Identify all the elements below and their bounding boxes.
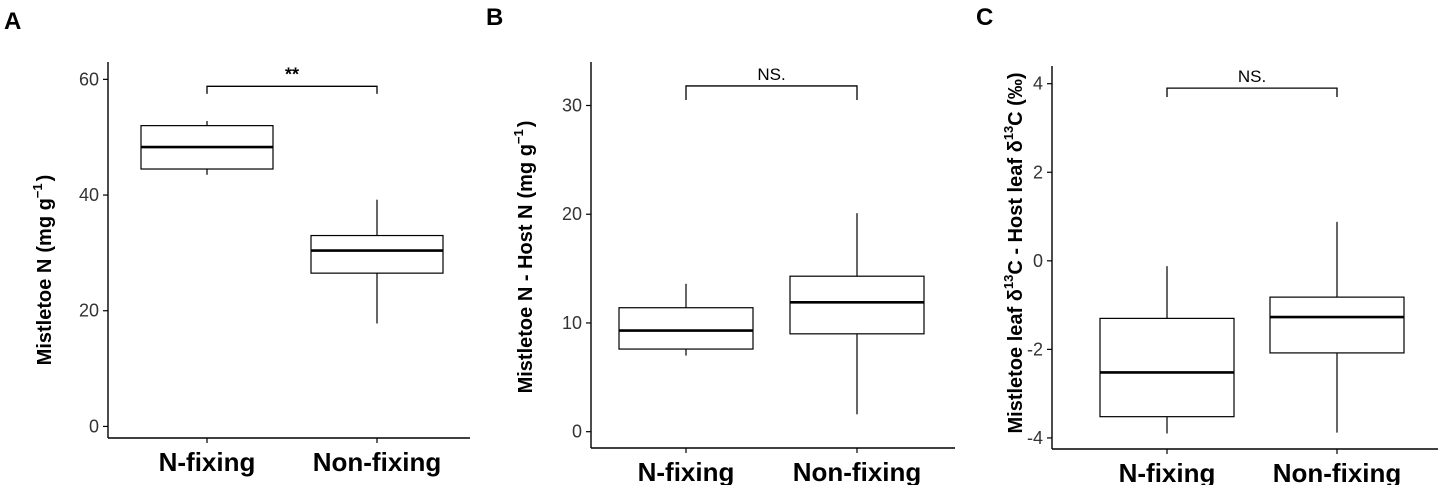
- y-tick-label: 4: [1033, 74, 1043, 94]
- box: [1099, 317, 1235, 418]
- significance-bracket: [1166, 87, 1338, 97]
- y-tick-label: 60: [79, 69, 99, 89]
- y-tick-label: 20: [562, 204, 582, 224]
- plot-area: 0 10 20 30 N-fixing Non-fixing NS.: [562, 62, 955, 485]
- panel-letter: A: [4, 8, 21, 35]
- plot-area: 0 20 40 60 N-fixing Non-fixing **: [79, 62, 470, 477]
- significance-label: NS.: [757, 65, 785, 84]
- significance-bracket: [206, 85, 378, 94]
- x-tick-label: Non-fixing: [1273, 458, 1402, 485]
- x-tick-label: N-fixing: [638, 457, 735, 485]
- x-tick-label: Non-fixing: [793, 457, 922, 485]
- y-tick-label: 2: [1033, 162, 1043, 182]
- x-tick-label: N-fixing: [159, 447, 256, 477]
- box: [789, 275, 925, 335]
- y-tick-label: 0: [89, 416, 99, 436]
- significance-label: **: [285, 64, 299, 84]
- y-tick-label: -4: [1027, 428, 1043, 448]
- y-axis-title: Mistletoe leaf δ13C - Host leaf δ13C (‰): [1001, 72, 1027, 433]
- box: [1269, 296, 1405, 354]
- box: [618, 307, 754, 350]
- panel-letter: C: [976, 4, 993, 31]
- y-axis-title: Mistletoe N - Host N(mg g−1): [511, 121, 537, 394]
- y-tick-label: 0: [572, 422, 582, 442]
- significance-bracket: [685, 85, 858, 101]
- y-tick-label: 30: [562, 95, 582, 115]
- panel-a: A Mistletoe N(mg g−1) 0 20 40 60 N-fixing Non…: [4, 8, 470, 477]
- panel-b: B Mistletoe N - Host N(mg g−1) 0 10 20 30 N-…: [486, 4, 955, 485]
- y-axis-title: Mistletoe N(mg g−1): [30, 175, 56, 366]
- y-tick-label: 20: [79, 301, 99, 321]
- x-tick-label: Non-fixing: [313, 447, 442, 477]
- y-tick-label: 40: [79, 185, 99, 205]
- significance-label: NS.: [1238, 67, 1266, 86]
- panel-letter: B: [486, 4, 503, 31]
- panel-c: C Mistletoe leaf δ13C - Host leaf δ13C (…: [976, 4, 1438, 485]
- box: [310, 234, 444, 274]
- y-tick-label: -2: [1027, 339, 1043, 359]
- x-tick-label: N-fixing: [1119, 458, 1216, 485]
- y-tick-label: 10: [562, 313, 582, 333]
- plot-area: -4 -2 0 2 4 N-fixing Non-fixing NS.: [1027, 66, 1438, 485]
- y-tick-label: 0: [1033, 251, 1043, 271]
